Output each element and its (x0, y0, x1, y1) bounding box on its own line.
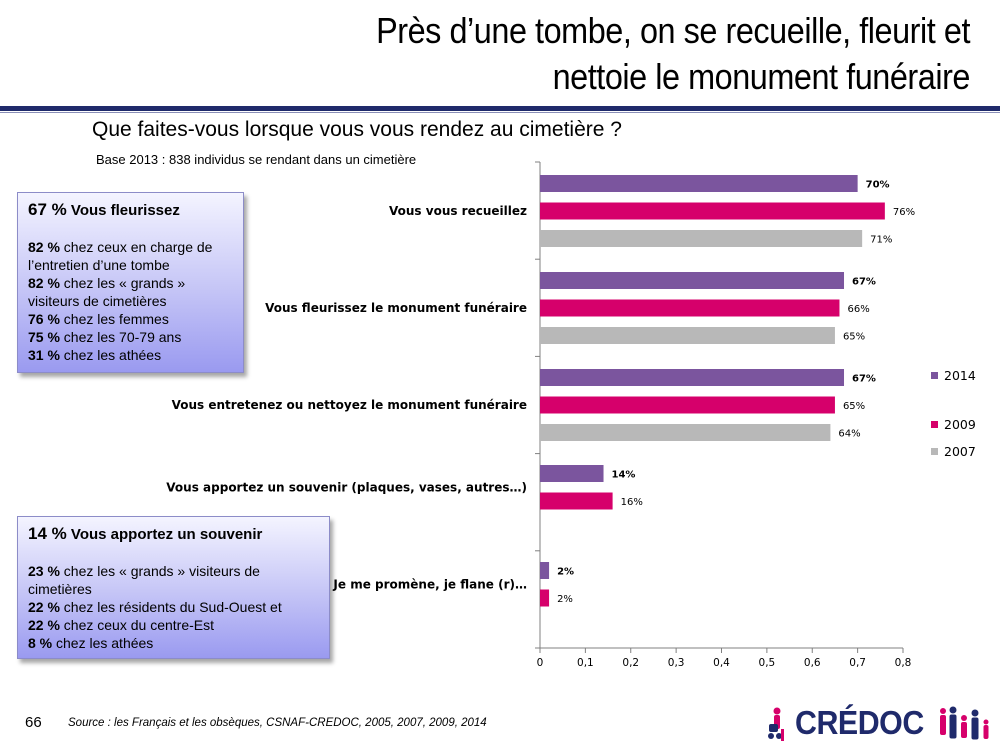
x-tick-label: 0 (537, 657, 544, 669)
callout-heading: 67 % Vous fleurissez (28, 201, 233, 220)
x-tick-label: 0,8 (895, 657, 912, 669)
callout-line: 31 % chez les athées (28, 347, 162, 363)
data-label-2014: 67% (852, 374, 876, 385)
x-tick-label: 0,6 (804, 657, 821, 669)
data-label-2014: 2% (557, 567, 574, 578)
callout-line: 8 % chez les athées (28, 635, 154, 651)
x-tick-label: 0,1 (577, 657, 594, 669)
callout-line: 76 % chez les femmes (28, 311, 169, 327)
callout-heading-pct: 67 % (28, 200, 67, 219)
category-label: Je me promène, je flane (r)… (332, 577, 527, 591)
data-label-2009: 2% (557, 594, 573, 605)
bar-2009 (540, 299, 840, 317)
x-tick-label: 0,5 (759, 657, 776, 669)
x-tick-label: 0,4 (713, 657, 730, 669)
category-label: Vous entretenez ou nettoyez le monument … (172, 398, 527, 412)
bar-2009 (540, 589, 550, 607)
category-label: Vous apportez un souvenir (plaques, vase… (166, 480, 527, 494)
callout-line: 75 % chez les 70-79 ans (28, 329, 182, 345)
legend-swatch-2007 (931, 448, 938, 455)
bar-2014 (540, 272, 845, 289)
category-label: Vous fleurissez le monument funéraire (265, 301, 527, 315)
bar-2014 (540, 465, 604, 482)
source-note: Source : les Français et les obsèques, C… (68, 717, 487, 729)
callout-heading-text: Vous fleurissez (70, 202, 180, 219)
callout-line: 82 % chez ceux en charge de l’entretien … (28, 239, 213, 273)
data-label-2014: 70% (866, 180, 890, 191)
page-number: 66 (25, 714, 42, 731)
family-figures-icon (768, 706, 989, 741)
bar-2009 (540, 202, 885, 220)
x-tick-label: 0,7 (849, 657, 866, 669)
data-label-2009: 66% (847, 304, 869, 315)
callout-souvenir: 14 % Vous apportez un souvenir 23 % chez… (17, 516, 330, 659)
title-line-1: Près d’une tombe, on se recueille, fleur… (376, 10, 970, 51)
callout-fleurissez: 67 % Vous fleurissez 82 % chez ceux en c… (17, 192, 244, 373)
bar-2007 (540, 230, 863, 247)
legend-label-2014: 2014 (944, 368, 976, 383)
data-label-2009: 76% (893, 207, 915, 218)
bar-2014 (540, 562, 550, 579)
bar-2009 (540, 492, 613, 510)
bar-2009 (540, 396, 835, 414)
x-tick-label: 0,2 (622, 657, 639, 669)
category-label: Vous vous recueillez (389, 204, 527, 218)
callout-heading-text: Vous apportez un souvenir (70, 526, 263, 543)
legend-label-2009: 2009 (944, 417, 976, 432)
bar-chart: 0 0,1 0,2 0,3 0,4 0,5 0,6 0,7 0,8 70% 76% 71% Vous v… (166, 161, 976, 669)
callout-line: 82 % chez les « grands » visiteurs de ci… (28, 275, 186, 309)
bar-2014 (540, 369, 845, 386)
data-label-2009: 16% (621, 497, 643, 508)
page-title: Près d’une tombe, on se recueille, fleur… (250, 8, 970, 100)
data-label-2007: 65% (843, 332, 865, 343)
legend-label-2007: 2007 (944, 444, 976, 459)
x-tick-label: 0,3 (668, 657, 685, 669)
base-note: Base 2013 : 838 individus se rendant dan… (96, 152, 417, 167)
callout-heading-pct: 14 % (28, 524, 67, 543)
callout-line: 22 % chez les résidents du Sud-Ouest et (28, 599, 282, 615)
data-label-2014: 67% (852, 277, 876, 288)
credoc-logo: CRÉDOC (765, 702, 995, 746)
logo-text: CRÉDOC (795, 704, 924, 741)
title-underline-thin (0, 112, 1000, 113)
question-subtitle: Que faites-vous lorsque vous vous rendez… (92, 118, 622, 141)
bar-2007 (540, 424, 831, 441)
data-label-2009: 65% (843, 401, 865, 412)
data-label-2007: 71% (870, 235, 892, 246)
callout-heading: 14 % Vous apportez un souvenir (28, 525, 319, 544)
data-label-2014: 14% (612, 470, 636, 481)
legend-swatch-2014 (931, 372, 938, 379)
bar-2014 (540, 175, 858, 192)
data-label-2007: 64% (838, 429, 860, 440)
callout-line: 22 % chez ceux du centre-Est (28, 617, 214, 633)
callout-line: 23 % chez les « grands » visiteurs de ci… (28, 563, 260, 597)
bar-2007 (540, 327, 835, 344)
title-underline (0, 106, 1000, 111)
title-line-2: nettoie le monument funéraire (552, 56, 971, 97)
legend-swatch-2009 (931, 421, 938, 428)
